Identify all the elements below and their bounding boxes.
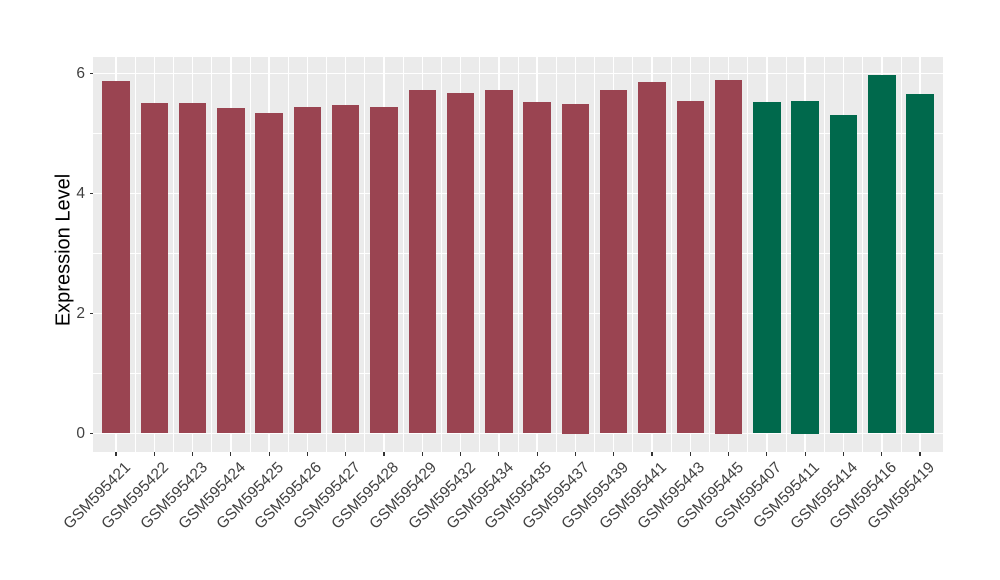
- x-axis-tick: [881, 452, 883, 456]
- bar-GSM595425: [255, 113, 283, 434]
- bar-GSM595414: [829, 114, 858, 434]
- major-h-gridline: [93, 432, 943, 435]
- minor-v-gridline: [287, 57, 289, 452]
- minor-v-gridline: [211, 57, 213, 452]
- minor-v-gridline: [134, 57, 136, 452]
- major-h-gridline: [93, 312, 943, 315]
- bar-GSM595407: [753, 101, 781, 434]
- y-tick-label: 6: [76, 64, 85, 82]
- y-axis-tick: [89, 72, 93, 75]
- x-axis-tick: [153, 452, 155, 456]
- minor-v-gridline: [594, 57, 595, 452]
- x-axis-tick: [651, 452, 653, 456]
- bar-GSM595435: [523, 101, 551, 434]
- x-axis-tick: [766, 452, 768, 456]
- bar-GSM595434: [485, 89, 513, 434]
- bar-GSM595422: [140, 102, 168, 434]
- minor-v-gridline: [441, 57, 442, 452]
- major-h-gridline: [93, 72, 943, 75]
- bar-GSM595416: [868, 75, 896, 434]
- y-axis-tick: [89, 432, 93, 435]
- x-axis-tick: [689, 452, 691, 456]
- x-axis-tick: [574, 452, 577, 456]
- minor-v-gridline: [632, 57, 634, 452]
- minor-v-gridline: [173, 57, 174, 452]
- minor-v-gridline: [364, 57, 366, 452]
- bar-GSM595424: [217, 108, 245, 434]
- minor-v-gridline: [479, 57, 481, 452]
- y-tick-label: 4: [76, 184, 85, 202]
- x-axis-tick: [613, 452, 615, 456]
- minor-v-gridline: [326, 57, 327, 452]
- x-axis-tick: [383, 452, 385, 456]
- bar-GSM595428: [370, 107, 398, 434]
- x-axis-tick: [498, 452, 500, 456]
- x-axis-tick: [115, 452, 117, 456]
- x-axis-tick: [536, 452, 538, 456]
- bar-GSM595427: [331, 104, 360, 434]
- minor-v-gridline: [402, 57, 404, 452]
- minor-v-gridline: [670, 57, 672, 452]
- x-axis-tick: [728, 452, 730, 456]
- minor-v-gridline: [555, 57, 557, 452]
- minor-v-gridline: [249, 57, 251, 452]
- bar-GSM595421: [102, 80, 130, 434]
- bar-GSM595429: [408, 90, 437, 434]
- x-axis-tick: [306, 452, 308, 456]
- minor-v-gridline: [862, 57, 864, 452]
- y-axis-tick: [89, 312, 93, 315]
- x-axis-tick: [230, 452, 232, 456]
- bar-GSM595439: [599, 89, 628, 434]
- y-tick-label: 2: [76, 304, 85, 322]
- y-tick-label: 0: [76, 424, 85, 442]
- bar-GSM595445: [714, 79, 743, 434]
- minor-v-gridline: [747, 57, 749, 452]
- bar-GSM595437: [561, 103, 590, 434]
- x-axis-tick: [345, 452, 347, 456]
- x-axis-tick: [191, 452, 194, 456]
- x-axis-tick: [919, 452, 921, 456]
- major-h-gridline: [93, 192, 943, 195]
- x-axis-tick: [842, 452, 845, 456]
- bar-GSM595443: [676, 101, 705, 434]
- bar-GSM595411: [791, 100, 819, 434]
- minor-v-gridline: [785, 57, 787, 452]
- bar-GSM595423: [178, 102, 207, 434]
- x-axis-tick: [268, 452, 270, 456]
- bar-GSM595432: [446, 93, 475, 434]
- x-axis-tick: [421, 452, 423, 456]
- minor-v-gridline: [517, 57, 519, 452]
- minor-v-gridline: [823, 57, 825, 452]
- minor-v-gridline: [709, 57, 710, 452]
- bar-GSM595441: [638, 81, 666, 434]
- plot-panel: [93, 57, 943, 452]
- x-axis-tick: [459, 452, 462, 456]
- bar-GSM595426: [293, 107, 322, 434]
- bar-GSM595419: [906, 93, 934, 434]
- y-axis-tick: [89, 192, 93, 195]
- x-axis-tick: [804, 452, 806, 456]
- minor-v-gridline: [900, 57, 902, 452]
